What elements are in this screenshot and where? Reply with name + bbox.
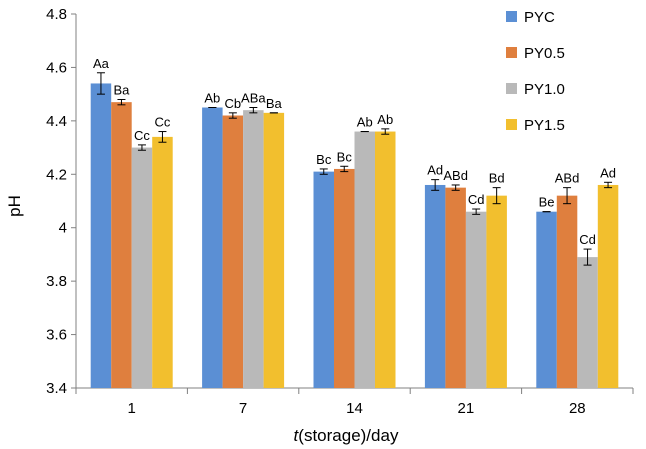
y-ticks: 3.4 3.6 3.8 4 4.2 4.4 4.6 4.8 — [46, 6, 76, 397]
y-tick-label: 4.8 — [46, 6, 67, 23]
data-label: Ad — [600, 165, 616, 180]
data-label: ABa — [241, 91, 266, 106]
bar-pyc-day-28 — [536, 211, 557, 388]
data-label: Ab — [377, 112, 393, 127]
x-axis-title-var: t — [294, 426, 300, 445]
data-label: Cd — [579, 232, 596, 247]
legend: PYC PY0.5 PY1.0 PY1.5 — [506, 9, 565, 134]
x-tick-label: 28 — [569, 400, 586, 417]
data-label: Ba — [113, 82, 130, 97]
legend-swatch — [506, 47, 517, 58]
bar-pyc-day-7 — [202, 107, 223, 388]
bar-py10-day-1 — [131, 147, 153, 388]
x-tick-label: 21 — [458, 400, 475, 417]
bar-py05-day-1 — [111, 102, 132, 389]
bar-py10-day-7 — [243, 110, 264, 389]
x-axis-title-unit: (storage)/day — [298, 426, 399, 445]
legend-label: PYC — [524, 9, 555, 26]
data-label: Ab — [357, 115, 373, 130]
y-axis-title: pH — [5, 195, 24, 217]
x-axis-title: t(storage)/day — [294, 426, 399, 445]
bar-py05-day-28 — [556, 195, 578, 388]
legend-swatch — [506, 119, 517, 130]
bar-py10-day-14 — [354, 131, 375, 389]
y-tick-label: 4.6 — [46, 59, 67, 76]
x-ticks: 1 7 14 21 28 — [75, 388, 634, 417]
y-tick-label: 4.4 — [46, 113, 67, 130]
data-label: ABd — [443, 168, 468, 183]
x-tick-label: 14 — [346, 400, 363, 417]
bar-py05-day-21 — [445, 187, 466, 388]
data-label: Bc — [316, 152, 332, 167]
x-tick-label: 7 — [239, 400, 247, 417]
y-tick-label: 4 — [59, 220, 67, 237]
bars — [90, 83, 619, 389]
bar-py10-day-28 — [577, 257, 598, 388]
y-tick-label: 3.4 — [46, 380, 67, 397]
legend-swatch — [506, 11, 517, 22]
data-label: ABd — [555, 171, 580, 186]
error-bars — [96, 72, 613, 266]
bar-py15-day-7 — [263, 112, 285, 388]
legend-label: PY1.0 — [524, 81, 565, 98]
legend-label: PY1.5 — [524, 117, 565, 134]
data-label: Cd — [468, 192, 485, 207]
y-tick-label: 3.6 — [46, 327, 67, 344]
data-label: Be — [539, 195, 555, 210]
bar-py15-day-1 — [152, 136, 173, 388]
bar-pyc-day-1 — [90, 83, 112, 388]
y-tick-label: 4.2 — [46, 166, 67, 183]
bar-py15-day-28 — [597, 184, 619, 388]
legend-swatch — [506, 83, 517, 94]
bar-py05-day-7 — [222, 115, 244, 388]
data-label: Ab — [204, 91, 220, 106]
data-label: Bd — [489, 171, 505, 186]
bar-pyc-day-21 — [424, 184, 446, 388]
data-label: Aa — [93, 56, 110, 71]
x-tick-label: 1 — [128, 400, 136, 417]
data-labels: Aa Ab Bc Ad Be Ba Cb Bc ABd ABd Cc ABa Ab Cd Cd Cc Ba Ab B… — [93, 56, 616, 247]
bar-py15-day-14 — [375, 131, 396, 389]
bar-py10-day-21 — [465, 211, 487, 388]
data-label: Cc — [134, 128, 150, 143]
bar-py05-day-14 — [334, 168, 355, 388]
data-label: Ad — [427, 163, 443, 178]
legend-label: PY0.5 — [524, 45, 565, 62]
y-tick-label: 3.8 — [46, 273, 67, 290]
data-label: Cb — [225, 96, 242, 111]
data-label: Bc — [337, 149, 353, 164]
bar-py15-day-21 — [486, 195, 507, 388]
bar-pyc-day-14 — [313, 171, 334, 388]
data-label: Ba — [266, 96, 283, 111]
data-label: Cc — [155, 115, 171, 130]
